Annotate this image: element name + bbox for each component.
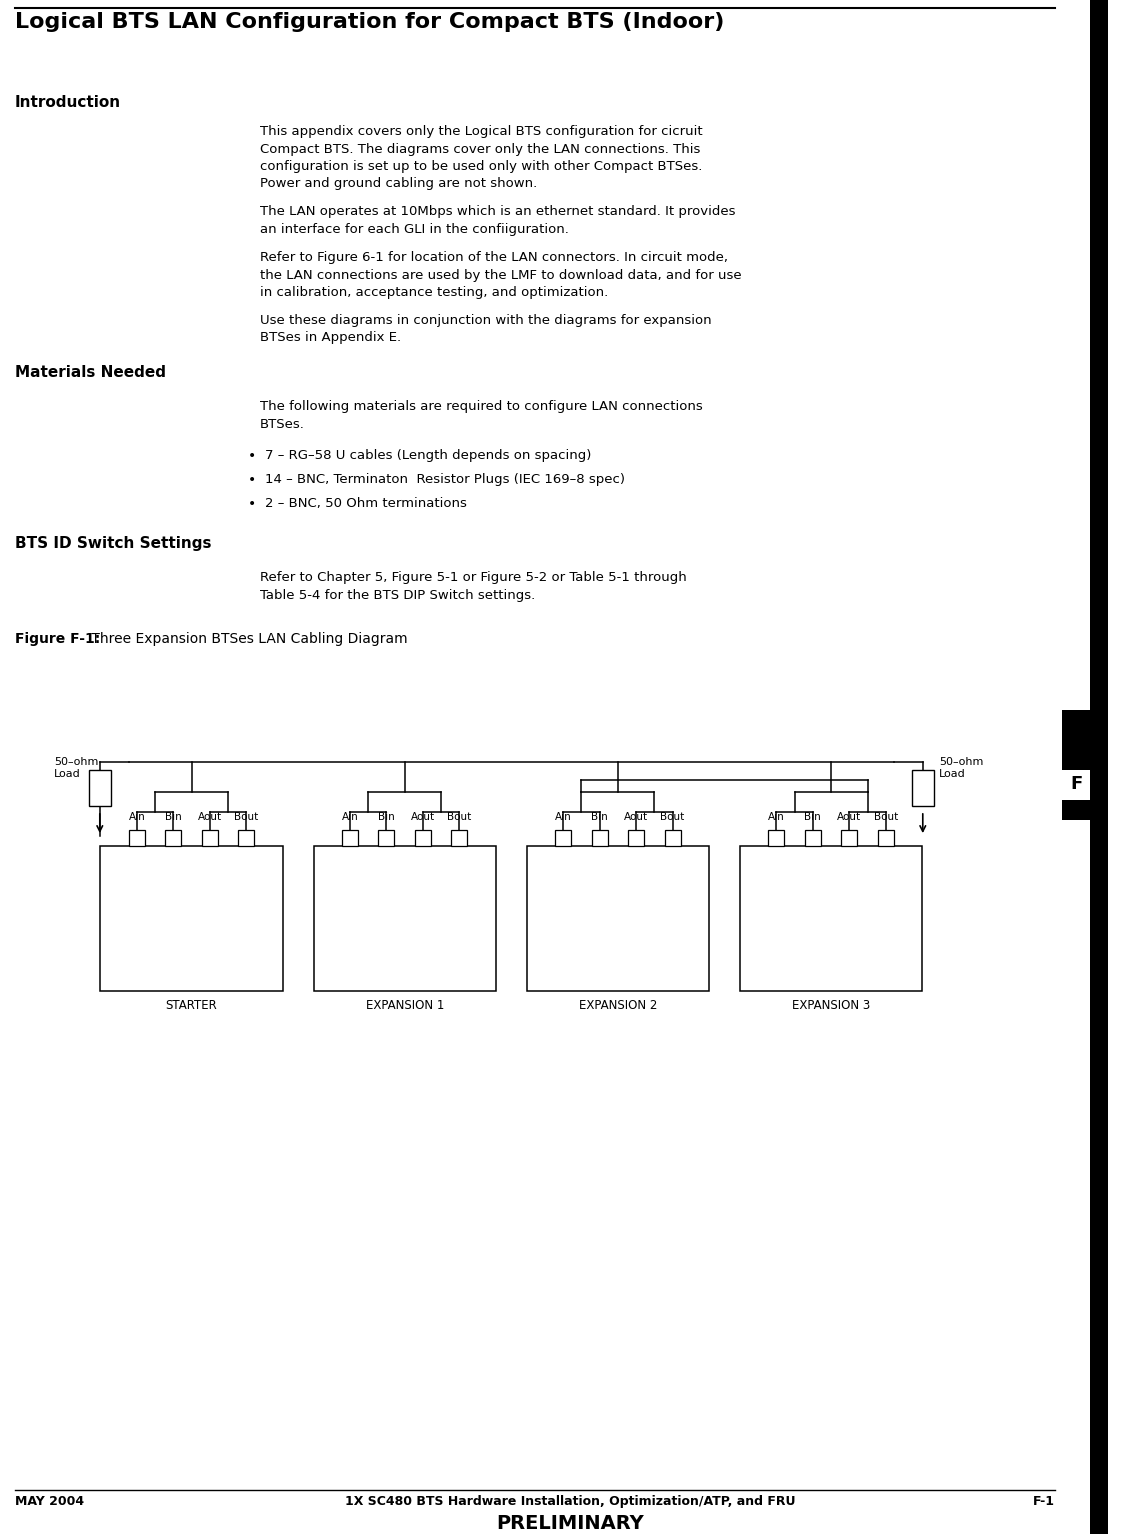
Text: Ain: Ain [555, 811, 571, 822]
Bar [238, 830, 254, 845]
Text: EXPANSION 2: EXPANSION 2 [579, 999, 657, 1012]
Text: Ain: Ain [342, 811, 358, 822]
Text: •: • [249, 449, 256, 463]
Text: Bin: Bin [592, 811, 608, 822]
Text: 50–ohm
Load: 50–ohm Load [54, 756, 98, 779]
Text: 50–ohm
Load: 50–ohm Load [938, 756, 983, 779]
Text: 2 – BNC, 50 Ohm terminations: 2 – BNC, 50 Ohm terminations [264, 497, 467, 509]
Text: 7 – RG–58 U cables (Length depends on spacing): 7 – RG–58 U cables (Length depends on sp… [264, 449, 592, 462]
Bar [314, 845, 496, 991]
Text: MAY 2004: MAY 2004 [15, 1496, 84, 1508]
Text: Aout: Aout [197, 811, 222, 822]
Bar [202, 830, 218, 845]
Text: 14 – BNC, Terminaton  Resistor Plugs (IEC 169–8 spec): 14 – BNC, Terminaton Resistor Plugs (IEC… [264, 472, 625, 486]
Text: Refer to Chapter 5, Figure 5-1 or Figure 5-2 or Table 5-1 through
Table 5-4 for : Refer to Chapter 5, Figure 5-1 or Figure… [260, 571, 686, 601]
Bar [527, 845, 709, 991]
Bar [129, 830, 145, 845]
Bar [415, 830, 431, 845]
Text: Bout: Bout [660, 811, 685, 822]
Text: Materials Needed: Materials Needed [15, 365, 166, 380]
Text: Logical BTS LAN Configuration for Compact BTS (Indoor): Logical BTS LAN Configuration for Compac… [15, 12, 724, 32]
Text: F: F [1070, 775, 1083, 793]
Text: Figure F-1:: Figure F-1: [15, 632, 100, 646]
Text: Bin: Bin [378, 811, 394, 822]
Bar [451, 830, 467, 845]
Bar [89, 770, 111, 805]
Bar [1062, 801, 1092, 821]
Text: Ain: Ain [768, 811, 784, 822]
Bar [665, 830, 681, 845]
Text: PRELIMINARY: PRELIMINARY [496, 1514, 644, 1532]
Bar [378, 830, 394, 845]
Text: Aout: Aout [837, 811, 862, 822]
Bar [841, 830, 857, 845]
Text: The LAN operates at 10Mbps which is an ethernet standard. It provides
an interfa: The LAN operates at 10Mbps which is an e… [260, 206, 735, 236]
Text: •: • [249, 472, 256, 486]
Text: •: • [249, 497, 256, 511]
Bar [342, 830, 358, 845]
Text: Bout: Bout [234, 811, 259, 822]
Text: 1X SC480 BTS Hardware Installation, Optimization/ATP, and FRU: 1X SC480 BTS Hardware Installation, Opti… [344, 1496, 796, 1508]
Text: Bout: Bout [873, 811, 898, 822]
Text: Ain: Ain [129, 811, 145, 822]
Text: Use these diagrams in conjunction with the diagrams for expansion
BTSes in Appen: Use these diagrams in conjunction with t… [260, 314, 711, 345]
Bar [628, 830, 644, 845]
Bar [912, 770, 934, 805]
Bar [878, 830, 894, 845]
Text: Aout: Aout [410, 811, 435, 822]
Text: BTS ID Switch Settings: BTS ID Switch Settings [15, 535, 212, 551]
Text: STARTER: STARTER [165, 999, 218, 1012]
Text: Aout: Aout [624, 811, 649, 822]
Text: EXPANSION 3: EXPANSION 3 [792, 999, 870, 1012]
Bar [1090, 0, 1108, 1534]
Text: The following materials are required to configure LAN connections
BTSes.: The following materials are required to … [260, 400, 702, 431]
Bar [740, 845, 922, 991]
Text: Introduction: Introduction [15, 95, 121, 110]
Text: This appendix covers only the Logical BTS configuration for cicruit
Compact BTS.: This appendix covers only the Logical BT… [260, 124, 702, 190]
Bar [805, 830, 821, 845]
Bar [1062, 710, 1092, 770]
Text: Bin: Bin [165, 811, 181, 822]
Bar [165, 830, 181, 845]
Bar [592, 830, 608, 845]
Bar [100, 845, 283, 991]
Bar [768, 830, 784, 845]
Text: Refer to Figure 6-1 for location of the LAN connectors. In circuit mode,
the LAN: Refer to Figure 6-1 for location of the … [260, 252, 742, 299]
Text: F-1: F-1 [1033, 1496, 1054, 1508]
Text: Bout: Bout [447, 811, 472, 822]
Text: EXPANSION 1: EXPANSION 1 [366, 999, 443, 1012]
Bar [555, 830, 571, 845]
Text: Bin: Bin [805, 811, 821, 822]
Text: Three Expansion BTSes LAN Cabling Diagram: Three Expansion BTSes LAN Cabling Diagra… [87, 632, 408, 646]
